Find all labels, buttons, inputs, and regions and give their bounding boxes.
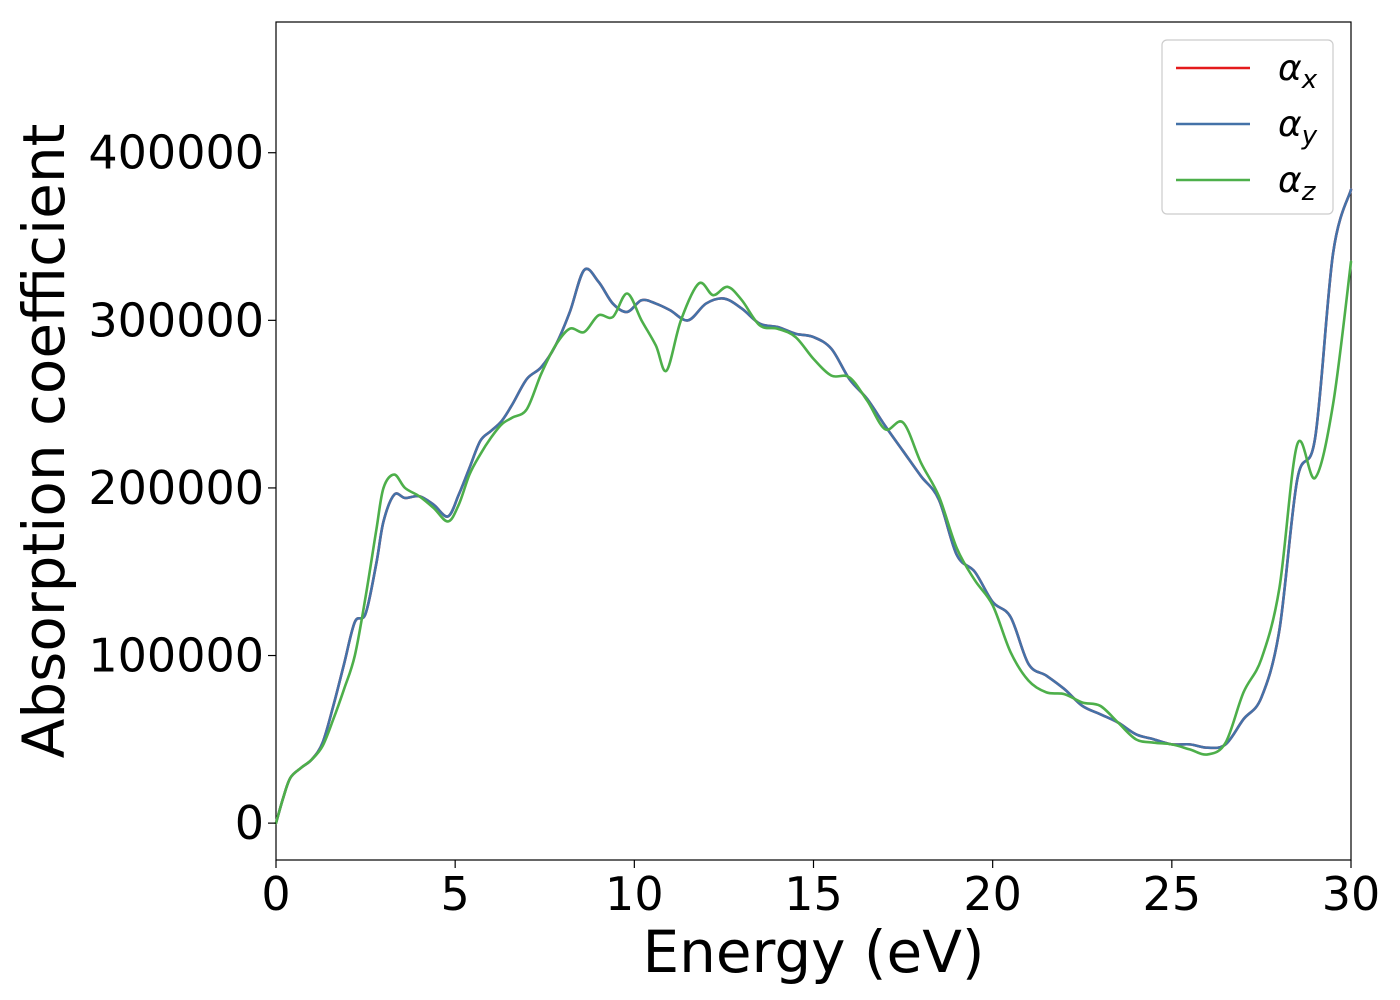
series-line-z bbox=[274, 260, 1353, 825]
x-tick-label: 10 bbox=[605, 867, 664, 921]
x-tick-label: 30 bbox=[1322, 867, 1381, 921]
legend-box bbox=[1161, 39, 1334, 215]
x-tick-label: 25 bbox=[1143, 867, 1202, 921]
y-axis-label: Absorption coefficient bbox=[10, 124, 78, 759]
y-tick-label: 300000 bbox=[88, 293, 264, 347]
series-layer bbox=[274, 188, 1353, 825]
x-tick-label: 0 bbox=[261, 867, 290, 921]
y-tick-label: 0 bbox=[235, 796, 264, 850]
y-tick-label: 400000 bbox=[88, 126, 264, 180]
x-tick-label: 20 bbox=[963, 867, 1022, 921]
legend: αx αy αz bbox=[1161, 39, 1334, 215]
x-tick-label: 15 bbox=[784, 867, 843, 921]
legend-label-y: αy bbox=[1278, 104, 1318, 151]
x-axis-ticks: 0 5 10 15 20 25 30 bbox=[261, 860, 1380, 921]
y-tick-label: 200000 bbox=[88, 461, 264, 515]
x-tick-label: 5 bbox=[441, 867, 470, 921]
legend-label-z: αz bbox=[1278, 160, 1317, 207]
y-tick-label: 100000 bbox=[88, 629, 264, 683]
legend-label-x: αx bbox=[1278, 48, 1318, 95]
series-line-y bbox=[274, 188, 1353, 825]
x-axis-label: Energy (eV) bbox=[642, 918, 984, 986]
y-axis-ticks: 0 100000 200000 300000 400000 bbox=[88, 126, 276, 850]
